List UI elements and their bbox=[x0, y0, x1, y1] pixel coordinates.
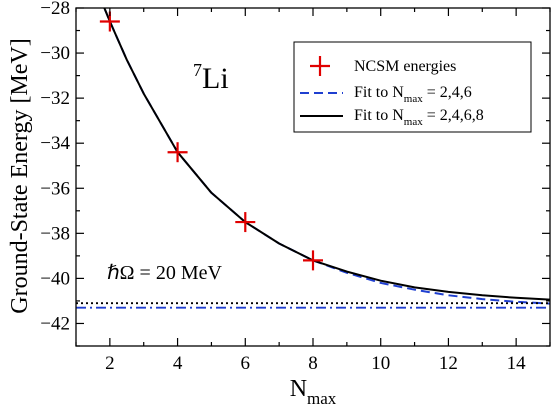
axes-layer: 2 4 6 8 10 12 14 −42 −40 −38 −36 −34 −32 −30 −28 bbox=[40, 0, 551, 374]
legend-label-fit-246: Fit to Nmax = 2,4,6 bbox=[354, 84, 472, 105]
nucleus-symbol: Li bbox=[202, 62, 229, 95]
legend-label-fit-2468: Fit to Nmax = 2,4,6,8 bbox=[354, 107, 484, 128]
legend-entry-ncsm: NCSM energies bbox=[310, 56, 456, 76]
nucleus-label: 7Li bbox=[193, 60, 229, 95]
nucleus-mass-number: 7 bbox=[193, 60, 202, 80]
x-tick-label: 8 bbox=[308, 353, 318, 374]
ncsm-point bbox=[167, 142, 188, 163]
x-tick-label: 6 bbox=[241, 353, 251, 374]
plot-frame bbox=[75, 7, 551, 347]
legend-fit-2468-prefix: Fit to N bbox=[354, 107, 404, 124]
legend: NCSM energies Fit to Nmax = 2,4,6 Fit to… bbox=[293, 41, 532, 133]
y-tick-label: −28 bbox=[40, 0, 70, 19]
y-axis-title: Ground-State Energy [MeV] bbox=[7, 38, 33, 313]
legend-fit-2468-sub: max bbox=[404, 116, 423, 128]
y-tick-label: −38 bbox=[40, 223, 70, 244]
x-axis-title-sub: max bbox=[307, 389, 337, 408]
y-tick-label: −36 bbox=[40, 178, 70, 199]
legend-fit-246-suffix: = 2,4,6 bbox=[423, 84, 472, 101]
hbar-omega-label: ℏΩ = 20 MeV bbox=[107, 262, 222, 284]
x-tick-label: 12 bbox=[439, 353, 458, 374]
y-tick-label: −42 bbox=[40, 313, 70, 334]
x-tick-label: 2 bbox=[105, 353, 115, 374]
y-tick-label: −34 bbox=[40, 133, 70, 154]
ncsm-point bbox=[235, 212, 256, 233]
x-axis-title-main: N bbox=[290, 376, 307, 402]
y-tick-label: −30 bbox=[40, 43, 70, 64]
legend-entry-fit-246: Fit to Nmax = 2,4,6 bbox=[300, 84, 472, 105]
y-tick-label: −40 bbox=[40, 268, 70, 289]
x-tick-label: 14 bbox=[507, 353, 527, 374]
markers-layer bbox=[99, 11, 323, 271]
legend-entry-fit-2468: Fit to Nmax = 2,4,6,8 bbox=[300, 107, 484, 128]
y-tick-label: −32 bbox=[40, 88, 70, 109]
x-axis-title: Nmax bbox=[290, 376, 337, 408]
legend-fit-246-prefix: Fit to N bbox=[354, 84, 404, 101]
curves-layer bbox=[76, 8, 550, 309]
legend-label-ncsm: NCSM energies bbox=[354, 58, 456, 75]
fit-curve-solid bbox=[103, 8, 550, 301]
ncsm-point bbox=[303, 250, 323, 271]
legend-fit-246-sub: max bbox=[404, 93, 423, 105]
x-tick-label: 10 bbox=[371, 353, 390, 374]
legend-fit-2468-suffix: = 2,4,6,8 bbox=[423, 107, 484, 124]
x-tick-label: 4 bbox=[173, 353, 183, 374]
